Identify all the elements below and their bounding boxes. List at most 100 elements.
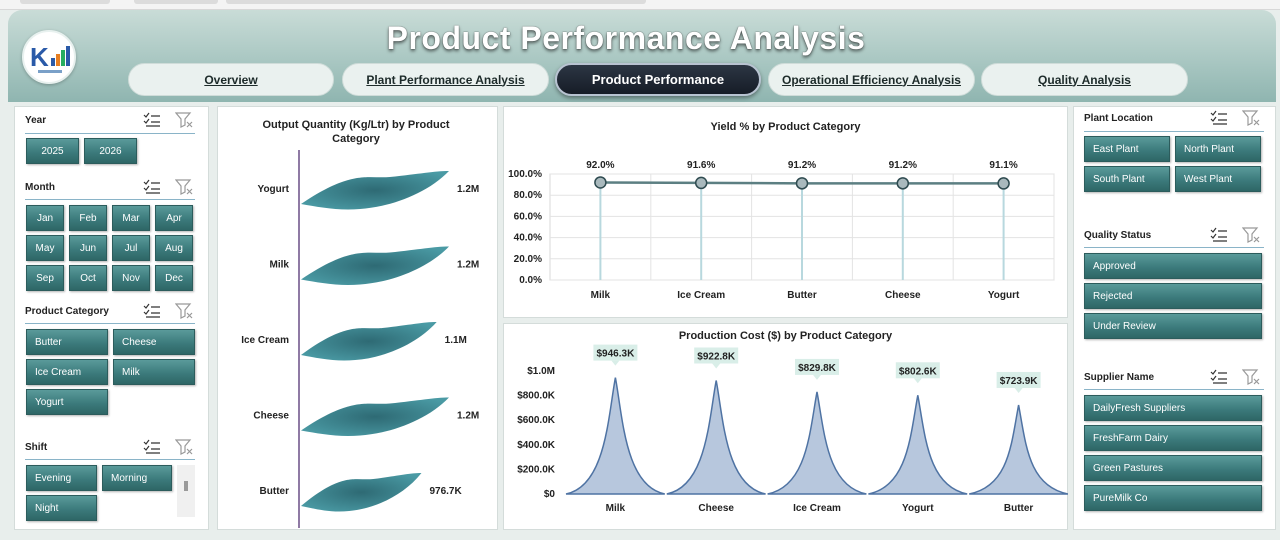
slicer-month-jan[interactable]: Jan	[26, 205, 64, 231]
slicer-month-nov[interactable]: Nov	[112, 265, 150, 291]
y-tick-label: 60.0%	[514, 211, 542, 222]
yield-data-label: 91.2%	[889, 160, 917, 171]
cost-label-pointer	[611, 360, 620, 366]
tab-product-performance[interactable]: Product Performance	[555, 63, 761, 96]
output-bar	[301, 322, 437, 361]
output-quantity-chart-panel	[217, 106, 498, 530]
page-title: Product Performance Analysis	[386, 20, 866, 56]
cost-data-label: $829.8K	[798, 363, 837, 374]
clear-filter-icon[interactable]	[1242, 110, 1260, 126]
slicer-category-milk[interactable]: Milk	[113, 359, 195, 385]
multi-select-icon[interactable]	[143, 112, 161, 128]
slicer-plant-north[interactable]: North Plant	[1175, 136, 1261, 162]
category-tick-label: Milk	[270, 260, 290, 271]
category-tick-label: Butter	[260, 486, 290, 497]
svg-text:K: K	[30, 42, 49, 72]
slicer-plant-west[interactable]: West Plant	[1175, 166, 1261, 192]
clear-filter-icon[interactable]	[175, 439, 193, 455]
category-tick-label: Yogurt	[258, 184, 290, 195]
x-tick-label: Butter	[787, 290, 817, 301]
yield-point	[694, 176, 708, 190]
company-logo: K	[22, 30, 76, 84]
window-top-strip	[0, 0, 1280, 10]
slicer-supplier-dailyfresh[interactable]: DailyFresh Suppliers	[1084, 395, 1262, 421]
slicer-supplier-puremilk[interactable]: PureMilk Co	[1084, 485, 1262, 511]
multi-select-icon[interactable]	[1210, 110, 1228, 126]
slicer-year-2026[interactable]: 2026	[84, 138, 137, 164]
clear-filter-icon[interactable]	[1242, 369, 1260, 385]
slicer-month-aug[interactable]: Aug	[155, 235, 193, 261]
x-tick-label: Cheese	[885, 290, 921, 301]
slicer-category-cheese[interactable]: Cheese	[113, 329, 195, 355]
slicer-category-ice-cream[interactable]: Ice Cream	[26, 359, 108, 385]
cost-peak	[969, 404, 1068, 495]
slicer-scrollbar[interactable]	[177, 465, 195, 517]
x-tick-label: Milk	[606, 503, 626, 514]
slicer-month-may[interactable]: May	[26, 235, 64, 261]
slicer-plant-east[interactable]: East Plant	[1084, 136, 1170, 162]
y-tick-label: 100.0%	[508, 169, 542, 180]
slicer-month-jun[interactable]: Jun	[69, 235, 107, 261]
production-cost-chart-title: Production Cost ($) by Product Category	[678, 330, 893, 342]
cost-data-label: $946.3K	[596, 349, 635, 360]
x-tick-label: Cheese	[698, 503, 734, 514]
y-tick-label: $1.0M	[527, 366, 555, 377]
slicer-shift-night[interactable]: Night	[26, 495, 97, 521]
yield-point	[997, 177, 1010, 190]
slicer-month-mar[interactable]: Mar	[112, 205, 150, 231]
multi-select-icon[interactable]	[143, 179, 161, 195]
clear-filter-icon[interactable]	[1242, 227, 1260, 243]
multi-select-icon[interactable]	[1210, 369, 1228, 385]
slicer-divider	[1084, 247, 1264, 248]
y-tick-label: $200.0K	[517, 464, 556, 475]
tab-overview[interactable]: Overview	[128, 63, 334, 96]
slicer-month-dec[interactable]: Dec	[155, 265, 193, 291]
slicer-supplier-freshfarm[interactable]: FreshFarm Dairy	[1084, 425, 1262, 451]
slicer-month-feb[interactable]: Feb	[69, 205, 107, 231]
tab-plant-performance-analysis[interactable]: Plant Performance Analysis	[342, 63, 549, 96]
slicer-shift-morning[interactable]: Morning	[102, 465, 172, 491]
slicer-quality-approved[interactable]: Approved	[1084, 253, 1262, 279]
cost-peak	[767, 391, 867, 495]
slicer-shift-evening[interactable]: Evening	[26, 465, 97, 491]
slicer-divider	[25, 199, 195, 200]
yield-data-label: 91.6%	[687, 160, 715, 171]
slicer-plant-south[interactable]: South Plant	[1084, 166, 1170, 192]
y-tick-label: $600.0K	[517, 415, 556, 426]
slicer-divider	[25, 459, 195, 460]
slicer-month-sep[interactable]: Sep	[26, 265, 64, 291]
yield-data-label: 91.2%	[788, 160, 816, 171]
x-tick-label: Yogurt	[988, 290, 1020, 301]
window-tab-stub	[20, 0, 110, 4]
slicer-title-shift: Shift	[25, 442, 48, 453]
yield-chart-panel	[503, 106, 1068, 318]
multi-select-icon[interactable]	[143, 439, 161, 455]
slicer-month-apr[interactable]: Apr	[155, 205, 193, 231]
slicer-quality-under-review[interactable]: Under Review	[1084, 313, 1262, 339]
x-tick-label: Ice Cream	[677, 290, 725, 301]
output-data-label: 1.2M	[457, 260, 479, 271]
multi-select-icon[interactable]	[1210, 227, 1228, 243]
multi-select-icon[interactable]	[143, 303, 161, 319]
cost-label-box	[996, 371, 1041, 388]
slicer-title-product-category: Product Category	[25, 306, 109, 317]
clear-filter-icon[interactable]	[175, 303, 193, 319]
slicer-quality-rejected[interactable]: Rejected	[1084, 283, 1262, 309]
output-quantity-chart: Yogurt 1.2M Milk 1.2M Ice Cream 1.1M Cheese 1.2…	[241, 150, 479, 528]
category-tick-label: Ice Cream	[241, 335, 289, 346]
x-tick-label: Butter	[1004, 503, 1034, 514]
slicer-category-butter[interactable]: Butter	[26, 329, 108, 355]
clear-filter-icon[interactable]	[175, 112, 193, 128]
slicer-category-yogurt[interactable]: Yogurt	[26, 389, 108, 415]
output-data-label: 1.2M	[457, 411, 479, 422]
y-tick-label: 0.0%	[519, 275, 542, 286]
clear-filter-icon[interactable]	[175, 179, 193, 195]
slicer-month-jul[interactable]: Jul	[112, 235, 150, 261]
cost-label-pointer	[712, 363, 721, 369]
slicer-month-oct[interactable]: Oct	[69, 265, 107, 291]
tab-quality-analysis[interactable]: Quality Analysis	[981, 63, 1188, 96]
tab-operational-efficiency-analysis[interactable]: Operational Efficiency Analysis	[768, 63, 975, 96]
slicer-supplier-green-pastures[interactable]: Green Pastures	[1084, 455, 1262, 481]
slicer-year-2025[interactable]: 2025	[26, 138, 79, 164]
scrollbar-thumb[interactable]	[184, 481, 188, 491]
